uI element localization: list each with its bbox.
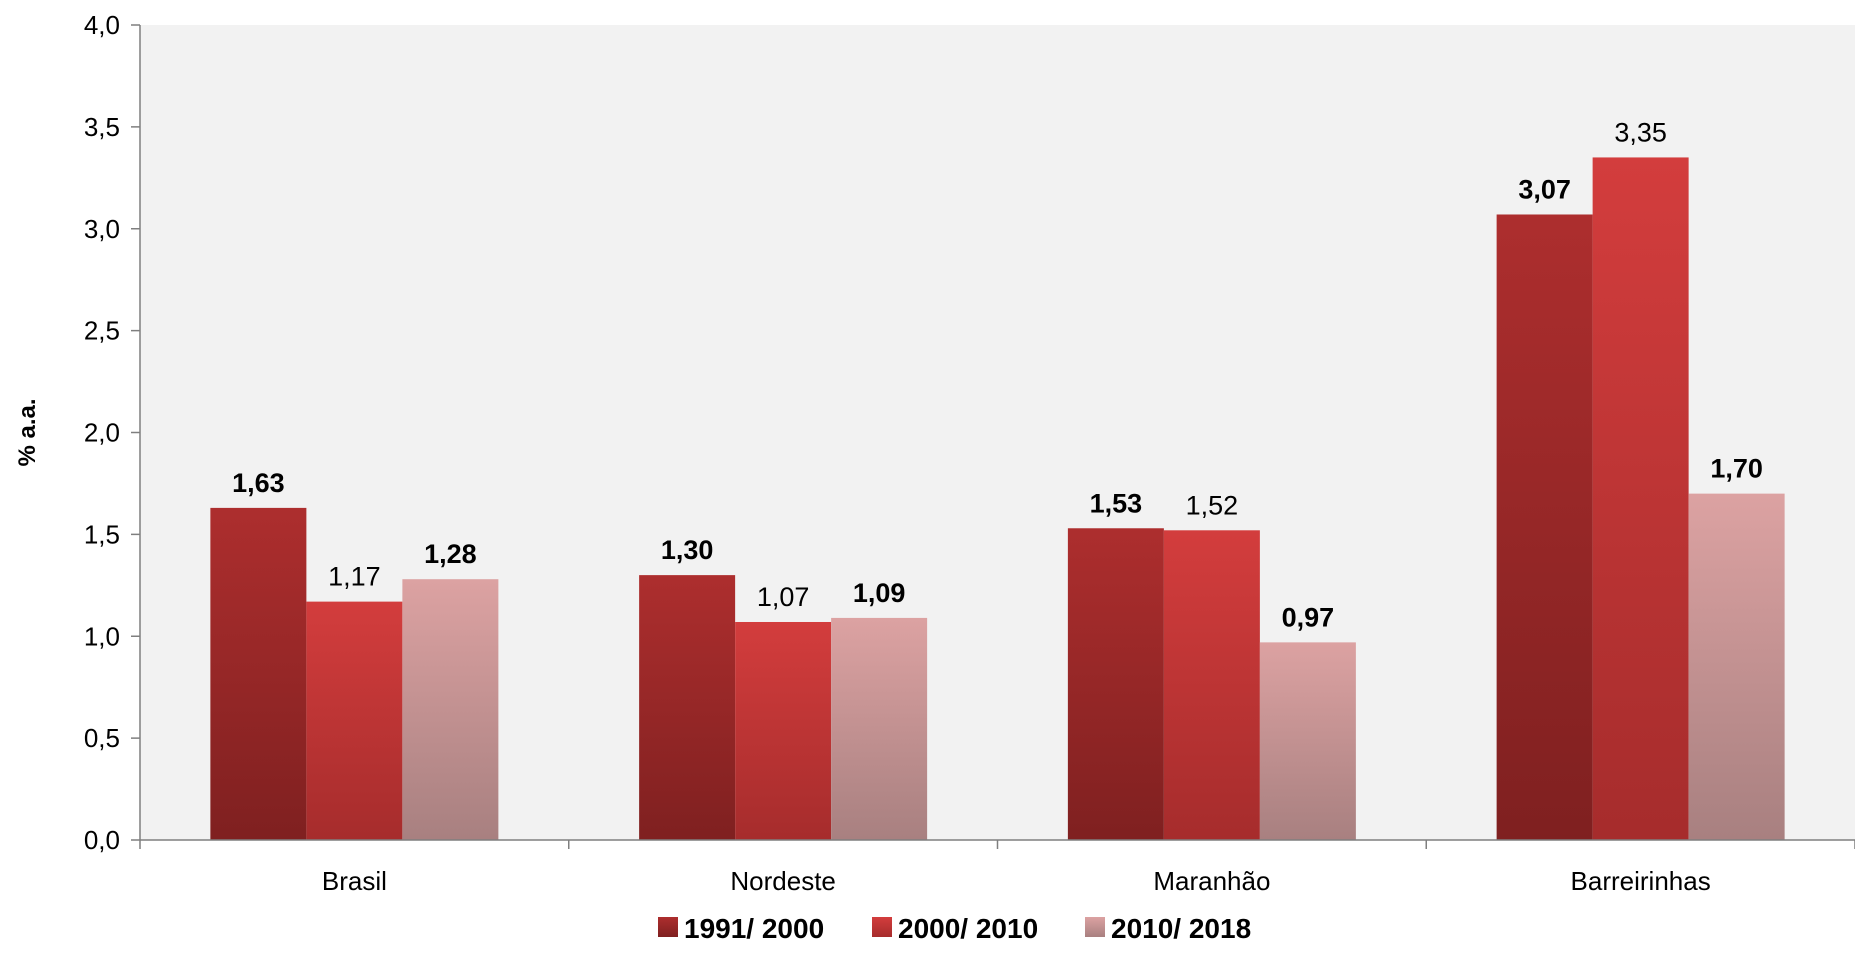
data-label: 1,53 <box>1090 488 1143 518</box>
bar-nordeste-series-3 <box>831 617 928 840</box>
legend-swatch <box>658 917 678 937</box>
data-label: 3,35 <box>1614 117 1667 147</box>
bar-barreirinhas-series-2 <box>1592 157 1689 840</box>
data-label: 1,09 <box>853 578 906 608</box>
y-tick-label: 0,0 <box>84 825 120 855</box>
y-tick-label: 2,0 <box>84 418 120 448</box>
data-label: 1,63 <box>232 468 285 498</box>
data-label: 3,07 <box>1518 174 1571 204</box>
y-tick-label: 2,5 <box>84 316 120 346</box>
data-label: 1,30 <box>661 535 714 565</box>
bar-brasil-series-2 <box>306 601 403 840</box>
data-label: 1,17 <box>328 562 381 592</box>
category-label: Maranhão <box>1153 866 1270 896</box>
category-label: Barreirinhas <box>1571 866 1711 896</box>
y-tick-label: 1,0 <box>84 621 120 651</box>
data-label: 1,07 <box>757 582 810 612</box>
category-label: Nordeste <box>730 866 836 896</box>
bar-brasil-series-1 <box>210 507 307 840</box>
legend-swatch <box>872 917 892 937</box>
bar-nordeste-series-2 <box>735 621 832 840</box>
data-label: 1,70 <box>1710 454 1763 484</box>
bar-maranh-o-series-3 <box>1259 642 1356 840</box>
legend: 1991/ 2000 2000/ 2010 2010/ 2018 <box>658 913 1251 944</box>
bar-maranh-o-series-2 <box>1163 530 1260 840</box>
bar-barreirinhas-series-1 <box>1496 214 1593 841</box>
bar-brasil-series-3 <box>402 579 499 840</box>
y-tick-label: 3,5 <box>84 112 120 142</box>
y-tick-label: 0,5 <box>84 723 120 753</box>
legend-label: 1991/ 2000 <box>684 913 824 944</box>
bar-barreirinhas-series-3 <box>1688 493 1785 840</box>
y-tick-label: 4,0 <box>84 10 120 40</box>
legend-swatch <box>1085 917 1105 937</box>
bar-nordeste-series-1 <box>639 575 736 840</box>
data-label: 1,52 <box>1186 490 1239 520</box>
y-tick-label: 1,5 <box>84 519 120 549</box>
legend-label: 2010/ 2018 <box>1111 913 1251 944</box>
bar-maranh-o-series-1 <box>1067 528 1164 840</box>
y-axis-title: % a.a. <box>14 398 41 466</box>
legend-label: 2000/ 2010 <box>898 913 1038 944</box>
data-label: 1,28 <box>424 539 477 569</box>
y-tick-label: 3,0 <box>84 214 120 244</box>
data-label: 0,97 <box>1282 602 1335 632</box>
category-label: Brasil <box>322 866 387 896</box>
